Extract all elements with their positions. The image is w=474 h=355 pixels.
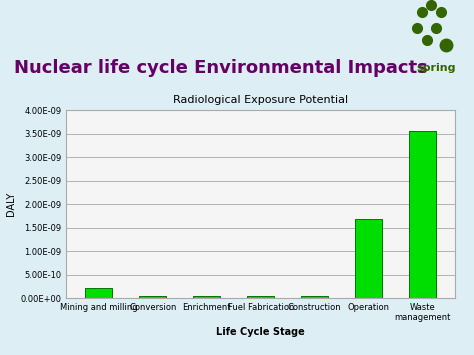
Bar — [247, 296, 274, 298]
Bar — [139, 296, 166, 298]
Bar — [409, 131, 436, 298]
Y-axis label: DALY: DALY — [6, 192, 16, 216]
Title: Radiological Exposure Potential: Radiological Exposure Potential — [173, 95, 348, 105]
Bar — [193, 296, 220, 298]
Bar — [355, 219, 382, 298]
Bar — [301, 296, 328, 298]
X-axis label: Life Cycle Stage: Life Cycle Stage — [216, 327, 305, 337]
Text: Nuclear life cycle Environmental Impacts: Nuclear life cycle Environmental Impacts — [14, 59, 428, 77]
Bar — [85, 288, 112, 298]
Text: spring: spring — [416, 62, 456, 72]
